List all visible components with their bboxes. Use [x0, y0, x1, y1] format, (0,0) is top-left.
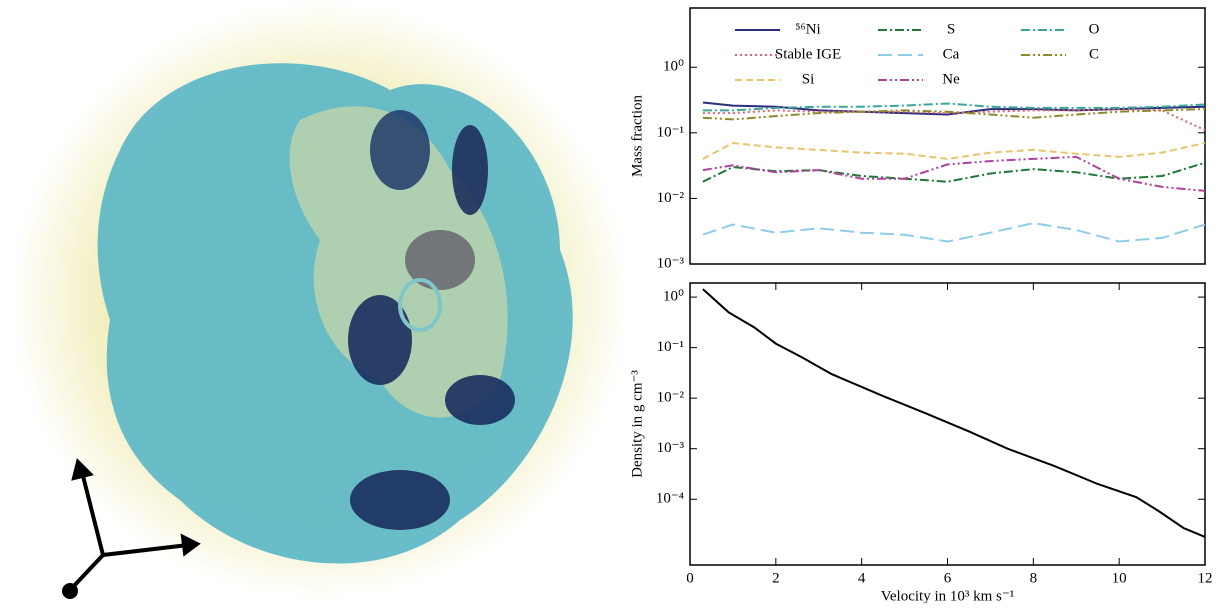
legend: ⁵⁶Ni Stable IGE Si S Ca Ne OC: [735, 21, 1100, 87]
x-tick-label: 8: [1030, 570, 1038, 586]
x-tick-label: 12: [1198, 570, 1213, 586]
x-tick-label: 0: [686, 570, 694, 586]
triad-head: [71, 458, 94, 481]
triad-arrow: [102, 543, 189, 557]
triad-head: [180, 533, 201, 557]
y-tick-label: 10⁻³: [657, 440, 685, 456]
plot-frame: [689, 282, 1206, 566]
series-line: [702, 161, 1206, 183]
series-line: [702, 288, 1206, 538]
y-tick-label: 10⁻¹: [657, 339, 684, 355]
y-tick-label: 10⁻²: [657, 190, 685, 206]
dark-clump: [348, 295, 412, 385]
triad-arrow: [70, 553, 105, 590]
legend-label: O: [1089, 21, 1100, 37]
x-axis-label: Velocity in 10³ km s⁻¹: [881, 588, 1015, 603]
dark-clump: [405, 230, 475, 290]
x-tick-label: 10: [1112, 570, 1127, 586]
legend-label: ⁵⁶Ni: [795, 21, 820, 37]
y-tick-label: 10⁻⁴: [656, 491, 684, 507]
triad-arrow: [80, 471, 105, 556]
series-line: [702, 155, 1206, 192]
y-tick-label: 10⁰: [663, 289, 684, 305]
legend-label: Stable IGE: [775, 46, 841, 62]
plot-frame: [689, 7, 1206, 265]
y-axis-label: Mass fraction: [629, 94, 645, 177]
dark-clump: [452, 125, 488, 215]
y-axis-label: Density in g cm⁻³: [629, 370, 645, 478]
series-line: [702, 108, 1206, 121]
dark-clump: [445, 375, 515, 425]
triad-dot: [62, 583, 78, 599]
x-tick-label: 2: [772, 570, 780, 586]
series-line: [702, 141, 1206, 160]
dark-clump: [350, 470, 450, 530]
legend-label: Si: [802, 71, 815, 87]
series-line: [702, 108, 1206, 132]
legend-label: S: [947, 21, 955, 37]
legend-label: C: [1089, 46, 1099, 62]
x-tick-label: 6: [944, 570, 952, 586]
legend-label: Ca: [943, 46, 960, 62]
x-tick-label: 4: [858, 570, 866, 586]
legend-label: Ne: [942, 71, 960, 87]
dark-clump: [370, 110, 430, 190]
y-tick-label: 10⁻³: [657, 255, 685, 271]
axis-triad: [62, 458, 201, 599]
y-tick-label: 10⁰: [663, 59, 684, 75]
render-image: [10, 0, 630, 600]
series-line: [702, 102, 1206, 112]
ring: [398, 278, 442, 332]
y-tick-label: 10⁻¹: [657, 124, 684, 140]
series-line: [702, 222, 1206, 243]
y-tick-label: 10⁻²: [657, 390, 685, 406]
